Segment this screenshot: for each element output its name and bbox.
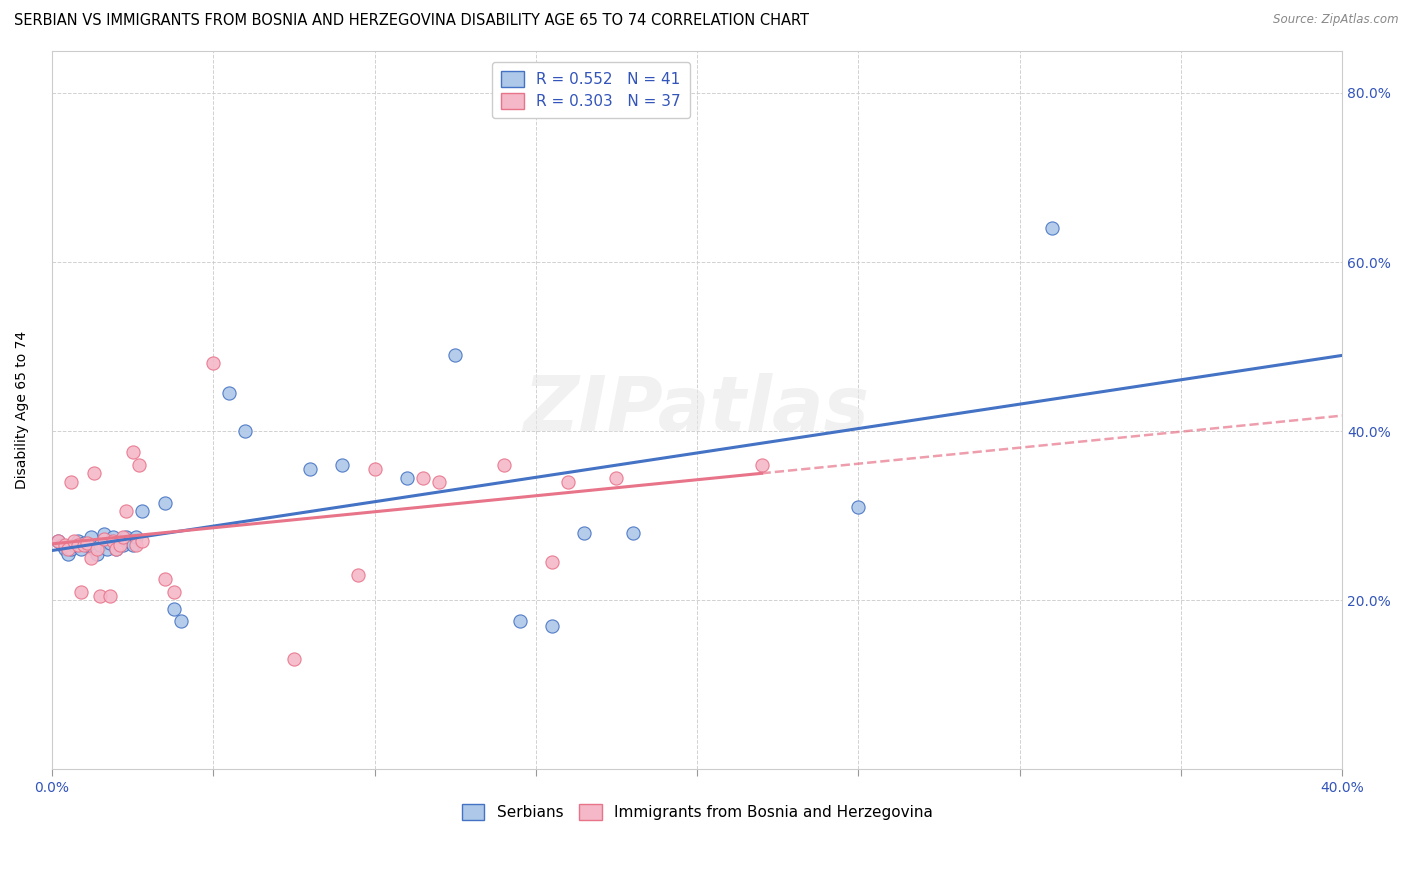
Point	[121, 538, 143, 552]
Legend: Serbians, Immigrants from Bosnia and Herzegovina: Serbians, Immigrants from Bosnia and Her…	[456, 798, 939, 826]
Text: Source: ZipAtlas.com: Source: ZipAtlas.com	[1274, 13, 1399, 27]
Point	[541, 618, 564, 632]
Point	[111, 538, 134, 552]
Point	[48, 534, 70, 549]
Point	[76, 535, 98, 549]
Point	[444, 348, 467, 362]
Point	[73, 538, 96, 552]
Point	[73, 535, 96, 549]
Point	[70, 584, 93, 599]
Point	[79, 550, 101, 565]
Point	[347, 567, 370, 582]
Point	[153, 572, 176, 586]
Point	[131, 534, 153, 549]
Point	[121, 445, 143, 459]
Point	[66, 534, 89, 549]
Point	[105, 542, 128, 557]
Point	[125, 530, 148, 544]
Point	[202, 357, 225, 371]
Point	[163, 584, 186, 599]
Point	[66, 538, 89, 552]
Point	[108, 538, 131, 552]
Point	[751, 458, 773, 472]
Point	[572, 525, 595, 540]
Point	[153, 496, 176, 510]
Point	[492, 458, 515, 472]
Y-axis label: Disability Age 65 to 74: Disability Age 65 to 74	[15, 331, 30, 489]
Text: ZIPatlas: ZIPatlas	[524, 373, 870, 447]
Text: SERBIAN VS IMMIGRANTS FROM BOSNIA AND HERZEGOVINA DISABILITY AGE 65 TO 74 CORREL: SERBIAN VS IMMIGRANTS FROM BOSNIA AND HE…	[14, 13, 808, 29]
Point	[79, 530, 101, 544]
Point	[89, 589, 111, 603]
Point	[89, 538, 111, 552]
Point	[395, 470, 418, 484]
Point	[96, 542, 118, 557]
Point	[103, 534, 125, 549]
Point	[63, 538, 86, 552]
Point	[218, 386, 240, 401]
Point	[86, 542, 108, 557]
Point	[93, 533, 115, 547]
Point	[53, 538, 76, 552]
Point	[93, 527, 115, 541]
Point	[509, 615, 531, 629]
Point	[298, 462, 321, 476]
Point	[60, 542, 83, 557]
Point	[115, 530, 138, 544]
Point	[83, 542, 105, 557]
Point	[330, 458, 353, 472]
Point	[115, 504, 138, 518]
Point	[605, 470, 627, 484]
Point	[105, 542, 128, 557]
Point	[128, 458, 150, 472]
Point	[48, 534, 70, 549]
Point	[86, 547, 108, 561]
Point	[412, 470, 434, 484]
Point	[111, 530, 134, 544]
Point	[108, 534, 131, 549]
Point	[163, 601, 186, 615]
Point	[70, 542, 93, 557]
Point	[170, 615, 193, 629]
Point	[848, 500, 870, 515]
Point	[118, 534, 141, 549]
Point	[98, 589, 121, 603]
Point	[1040, 221, 1063, 235]
Point	[76, 538, 98, 552]
Point	[98, 535, 121, 549]
Point	[103, 530, 125, 544]
Point	[235, 424, 257, 438]
Point	[56, 547, 79, 561]
Point	[363, 462, 385, 476]
Point	[125, 538, 148, 552]
Point	[131, 504, 153, 518]
Point	[60, 475, 83, 489]
Point	[83, 467, 105, 481]
Point	[53, 542, 76, 557]
Point	[63, 534, 86, 549]
Point	[621, 525, 644, 540]
Point	[51, 538, 73, 552]
Point	[56, 542, 79, 557]
Point	[541, 555, 564, 569]
Point	[427, 475, 450, 489]
Point	[557, 475, 579, 489]
Point	[283, 652, 305, 666]
